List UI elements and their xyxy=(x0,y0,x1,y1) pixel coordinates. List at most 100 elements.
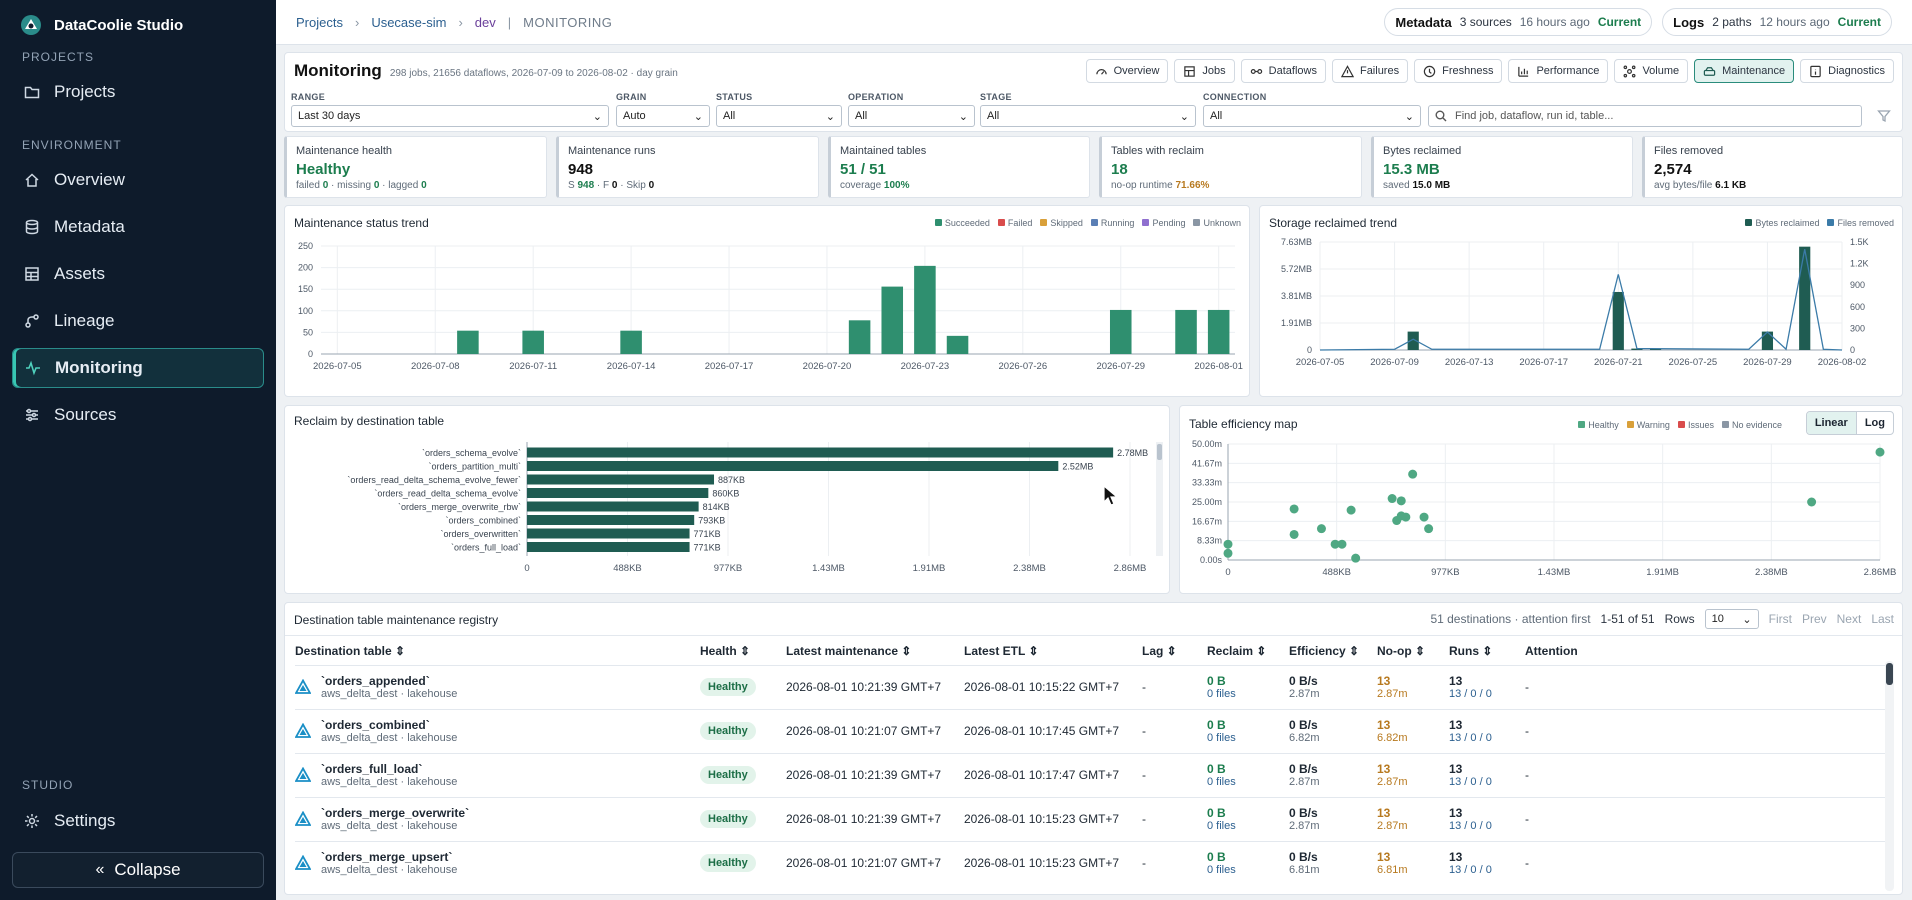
table-name[interactable]: `orders_appended` xyxy=(321,674,430,688)
table-row[interactable]: `orders_merge_overwrite` aws_delta_dest ·… xyxy=(295,797,1885,841)
column-header[interactable]: No-op ⇕ xyxy=(1377,643,1426,658)
column-header[interactable]: Latest ETL ⇕ xyxy=(964,643,1039,658)
kpi-tables-with-reclaim[interactable]: Tables with reclaim 18 no-op runtime 71.… xyxy=(1099,136,1362,198)
bar-succeeded[interactable] xyxy=(457,330,479,354)
bar-succeeded[interactable] xyxy=(1207,309,1230,354)
collapse-button[interactable]: « Collapse xyxy=(12,852,264,888)
table-name[interactable]: `orders_full_load` xyxy=(321,762,423,776)
scatter-point[interactable] xyxy=(1401,512,1411,522)
tab-diagnostics[interactable]: Diagnostics xyxy=(1800,59,1894,83)
kpi-files-removed[interactable]: Files removed 2,574 avg bytes/file 6.1 K… xyxy=(1642,136,1903,198)
brand[interactable]: DataCoolie Studio xyxy=(0,0,276,50)
cell-destination[interactable]: `orders_merge_overwrite` aws_delta_dest ·… xyxy=(295,797,700,841)
scatter-point[interactable] xyxy=(1807,497,1817,507)
scatter-point[interactable] xyxy=(1351,553,1361,563)
tab-volume[interactable]: Volume xyxy=(1614,59,1689,83)
bar-succeeded[interactable] xyxy=(1109,309,1132,354)
rows-per-page-select[interactable]: 10 ⌄ xyxy=(1704,609,1759,629)
column-header[interactable]: Efficiency ⇕ xyxy=(1289,643,1360,658)
cell-destination[interactable]: `orders_combined` aws_delta_dest · lakeho… xyxy=(295,709,700,753)
scale-linear-button[interactable]: Linear xyxy=(1806,412,1857,434)
column-header[interactable]: Attention xyxy=(1525,643,1578,658)
cell-destination[interactable]: `orders_merge_upsert` aws_delta_dest · la… xyxy=(295,841,700,885)
bar-succeeded[interactable] xyxy=(881,286,904,354)
bar-succeeded[interactable] xyxy=(1175,309,1197,354)
scatter-point[interactable] xyxy=(1408,469,1418,479)
legend-item[interactable]: No evidence xyxy=(1721,420,1782,430)
operation-select[interactable]: All ⌄ xyxy=(848,105,975,127)
kpi-maintained-tables[interactable]: Maintained tables 51 / 51 coverage 100% xyxy=(828,136,1090,198)
tab-maintenance[interactable]: Maintenance xyxy=(1694,59,1795,83)
sidebar-item-sources[interactable]: Sources xyxy=(12,395,264,435)
legend-item[interactable]: Bytes reclaimed xyxy=(1745,218,1819,228)
legend-item[interactable]: Unknown xyxy=(1193,218,1241,228)
bar-reclaim[interactable] xyxy=(527,542,690,552)
breadcrumb-projects[interactable]: Projects xyxy=(296,14,343,30)
bar-reclaim[interactable] xyxy=(527,501,699,512)
range-select[interactable]: Last 30 days ⌄ xyxy=(291,105,609,127)
bar-reclaim[interactable] xyxy=(527,474,715,485)
legend-item[interactable]: Succeeded xyxy=(934,218,990,228)
legend-item[interactable]: Failed xyxy=(997,218,1032,228)
kpi-bytes-reclaimed[interactable]: Bytes reclaimed 15.3 MB saved 15.0 MB xyxy=(1371,136,1633,198)
bar-succeeded[interactable] xyxy=(620,330,642,354)
column-header[interactable]: Health ⇕ xyxy=(700,643,751,658)
tab-freshness[interactable]: Freshness xyxy=(1414,59,1503,83)
bar-bytes-reclaimed[interactable] xyxy=(1799,246,1811,350)
cell-destination[interactable]: `orders_appended` aws_delta_dest · lakeho… xyxy=(295,665,700,709)
legend-item[interactable]: Running xyxy=(1090,218,1134,228)
bar-succeeded[interactable] xyxy=(914,265,936,354)
tab-overview[interactable]: Overview xyxy=(1085,59,1169,83)
scatter-point[interactable] xyxy=(1223,548,1233,558)
sidebar-item-metadata[interactable]: Metadata xyxy=(12,207,264,247)
legend-item[interactable]: Issues xyxy=(1677,420,1714,430)
bar-reclaim[interactable] xyxy=(527,488,709,498)
tab-jobs[interactable]: Jobs xyxy=(1174,59,1235,83)
bar-reclaim[interactable] xyxy=(527,447,1114,458)
legend-item[interactable]: Warning xyxy=(1626,420,1670,430)
column-header[interactable]: Latest maintenance ⇕ xyxy=(786,643,912,658)
logs-status-pill[interactable]: Logs 2 paths 12 hours ago Current xyxy=(1662,8,1892,36)
table-row[interactable]: `orders_combined` aws_delta_dest · lakeho… xyxy=(295,709,1885,753)
pager-prev[interactable]: Prev xyxy=(1801,612,1827,626)
scatter-point[interactable] xyxy=(1289,529,1299,539)
scrollbar-thumb[interactable] xyxy=(1886,663,1893,685)
scale-log-button[interactable]: Log xyxy=(1864,417,1885,429)
scatter-point[interactable] xyxy=(1330,539,1340,549)
table-row[interactable]: `orders_appended` aws_delta_dest · lakeho… xyxy=(295,665,1885,709)
pager-last[interactable]: Last xyxy=(1871,612,1894,626)
sidebar-item-settings[interactable]: Settings xyxy=(12,801,264,841)
column-header[interactable]: Reclaim ⇕ xyxy=(1207,643,1267,658)
table-name[interactable]: `orders_combined` xyxy=(321,718,430,732)
tab-dataflows[interactable]: Dataflows xyxy=(1240,59,1326,83)
stage-select[interactable]: All ⌄ xyxy=(980,105,1196,127)
legend-item[interactable]: Healthy xyxy=(1578,420,1619,430)
scrollbar[interactable] xyxy=(1156,442,1163,556)
tab-failures[interactable]: Failures xyxy=(1331,59,1409,83)
legend-item[interactable]: Files removed xyxy=(1827,218,1894,228)
sidebar-item-monitoring[interactable]: Monitoring xyxy=(12,348,264,388)
connection-select[interactable]: All ⌄ xyxy=(1203,105,1421,127)
cell-destination[interactable]: `orders_full_load` aws_delta_dest · lakeh… xyxy=(295,753,700,797)
scatter-point[interactable] xyxy=(1346,505,1356,515)
column-header[interactable]: Runs ⇕ xyxy=(1449,643,1493,658)
table-name[interactable]: `orders_merge_overwrite` xyxy=(321,806,470,820)
scrollbar-thumb[interactable] xyxy=(1157,444,1162,460)
search-input[interactable]: Find job, dataflow, run id, table... xyxy=(1428,105,1862,127)
pager-first[interactable]: First xyxy=(1768,612,1792,626)
metadata-status-pill[interactable]: Metadata 3 sources 16 hours ago Current xyxy=(1384,8,1653,36)
scatter-point[interactable] xyxy=(1419,512,1429,522)
sidebar-item-projects[interactable]: Projects xyxy=(12,72,264,112)
table-name[interactable]: `orders_merge_upsert` xyxy=(321,850,453,865)
bar-reclaim[interactable] xyxy=(527,515,695,525)
kpi-maintenance-health[interactable]: Maintenance health Healthy failed 0 · mi… xyxy=(284,136,547,198)
sidebar-item-lineage[interactable]: Lineage xyxy=(12,301,264,341)
bar-reclaim[interactable] xyxy=(527,528,690,539)
legend-item[interactable]: Skipped xyxy=(1040,218,1083,228)
bar-succeeded[interactable] xyxy=(522,330,544,354)
filter-icon[interactable] xyxy=(1877,109,1891,123)
scatter-point[interactable] xyxy=(1424,524,1434,534)
grain-select[interactable]: Auto ⌄ xyxy=(616,105,710,127)
scatter-point[interactable] xyxy=(1289,504,1299,514)
status-select[interactable]: All ⌄ xyxy=(716,105,842,127)
